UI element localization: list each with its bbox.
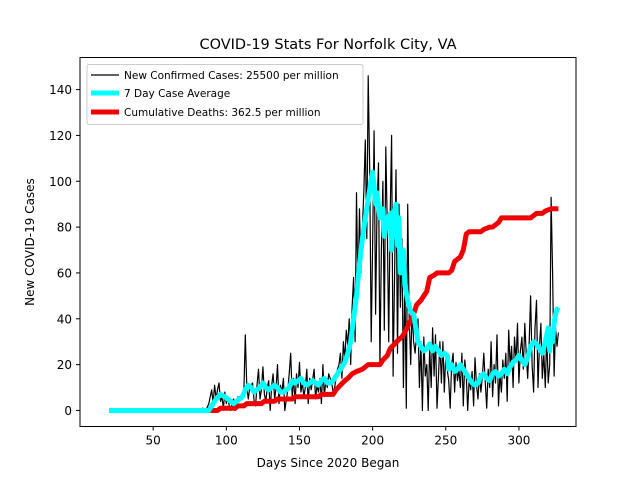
x-tick-label: 150 [288, 434, 311, 448]
legend-label-0: New Confirmed Cases: 25500 per million [124, 70, 339, 82]
legend-box [86, 64, 364, 125]
y-tick-label: 40 [57, 312, 72, 326]
x-axis: 50 100 150 200 250 300 [146, 426, 530, 448]
plot-frame [79, 57, 577, 427]
y-tick-label: 100 [49, 175, 72, 189]
x-axis-label: Days Since 2020 Began [257, 456, 400, 470]
series-layer [109, 75, 561, 413]
y-tick-label: 20 [57, 358, 72, 372]
legend: New Confirmed Cases: 25500 per million 7 … [86, 64, 364, 125]
y-tick-label: 0 [64, 404, 72, 418]
y-tick-label: 80 [57, 221, 72, 235]
y-axis: 0 20 40 60 80 100 120 140 [49, 83, 80, 418]
chart-title: COVID-19 Stats For Norfolk City, VA [199, 37, 456, 53]
x-tick-label: 250 [434, 434, 457, 448]
legend-label-1: 7 Day Case Average [124, 88, 230, 100]
legend-label-2: Cumulative Deaths: 362.5 per million [124, 107, 321, 119]
y-tick-label: 140 [49, 83, 72, 97]
x-tick-label: 200 [361, 434, 384, 448]
x-tick-label: 50 [146, 434, 161, 448]
x-tick-label: 100 [215, 434, 238, 448]
series-line-1 [109, 169, 561, 413]
series-line-2 [109, 206, 559, 413]
y-tick-label: 120 [49, 129, 72, 143]
y-tick-label: 60 [57, 266, 72, 280]
x-tick-label: 300 [507, 434, 530, 448]
y-axis-label: New COVID-19 Cases [23, 178, 37, 306]
